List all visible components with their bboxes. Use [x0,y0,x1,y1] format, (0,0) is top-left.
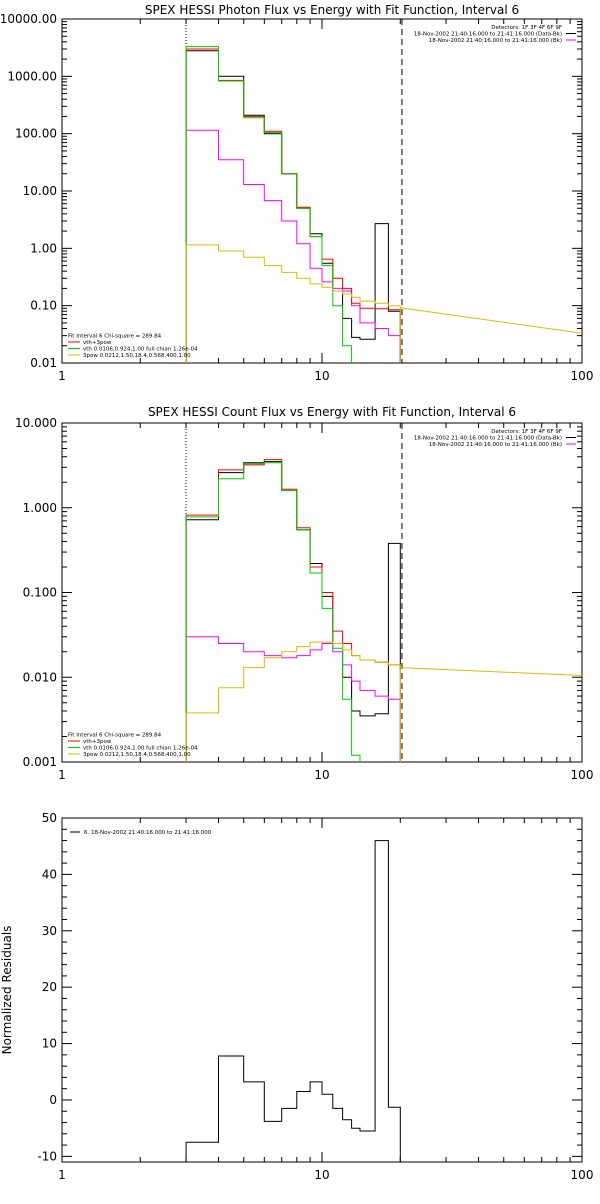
chart-panel-1: SPEX HESSI Photon Flux vs Energy with Fi… [0,3,593,383]
series-group [185,840,401,1162]
total-fit-series [185,48,401,363]
legend-text: vth+3pow [83,340,112,346]
y-tick-label: 0.10 [30,299,57,313]
x-tick-label: 1 [58,1168,66,1182]
power-law-fit-series [185,641,401,762]
y-tick-label: 0.001 [23,755,57,769]
legend-text: Fit Interval 6 Chi-square = 289.84 [68,334,162,340]
legend-text: Detectors: 1F 3F 4F 6F 9F [491,429,562,435]
y-tick-label: 20 [42,980,57,994]
data-minus-background-series [185,840,401,1162]
y-tick-label: 1.00 [30,241,57,255]
x-tick-label: 100 [571,1168,594,1182]
legend-text: 3pow 0.0212,1.50,18.4,0.568,400,1.00 [83,752,191,758]
x-tick-label: 1 [58,768,66,782]
x-tick-label: 100 [571,369,594,383]
y-tick-label: 10.00 [23,184,57,198]
legend-text: 18-Nov-2002 21:40:16.000 to 21:41:16.000… [429,38,562,44]
chart-panel-3: 1 10 100 -10 0 10 20 30 40 50 Normalized Residuals… [0,811,593,1182]
plot-frame [61,817,583,1163]
y-tick-label: 0.100 [23,586,57,600]
y-axis-label: Normalized Residuals [0,926,14,1055]
data-minus-background-series [185,50,401,363]
legend-text: 18-Nov-2002 21:40:16.000 to 21:41:16.000… [414,436,562,442]
y-tick-label: 1.000 [23,501,57,515]
y-tick-label: 0.010 [23,670,57,684]
background-series [185,636,401,762]
thermal-fit-series [185,46,353,363]
legend-text: vth 0.0106,0.924,1.00 full chian 1.26e-0… [83,347,198,353]
x-tick-label: 1 [58,369,66,383]
x-tick-label: 10 [314,369,329,383]
series-group [185,46,582,363]
chart-panel-2: SPEX HESSI Count Flux vs Energy with Fit… [15,405,593,782]
power-law-fit-series-tail [400,667,582,676]
power-law-fit-series [185,244,401,363]
legend-text: 18-Nov-2002 21:40:16.000 to 21:41:16.000… [414,32,562,38]
x-tick-label: 10 [314,768,329,782]
background-series [185,129,401,363]
y-tick-label: 10000.00 [0,12,57,26]
y-tick-label: 0 [49,1093,57,1107]
y-tick-label: 10 [42,1037,57,1051]
y-tick-label: -10 [37,1149,57,1163]
y-tick-label: 0.01 [30,356,57,370]
y-tick-label: 1000.00 [7,69,57,83]
legend-text: vth+3pow [83,739,112,745]
plot-frame [61,18,583,364]
legend-text: Detectors: 1F 3F 4F 6F 9F [491,25,562,31]
chart-title: SPEX HESSI Count Flux vs Energy with Fit… [148,405,516,419]
y-tick-label: 40 [42,867,57,881]
y-tick-label: 10.000 [15,416,57,430]
power-law-fit-series-tail [400,307,582,334]
legend-text: 6. 18-Nov-2002 21:40:16.000 to 21:41:16.… [84,830,212,836]
legend-text: 18-Nov-2002 21:40:16.000 to 21:41:16.000… [429,442,562,448]
x-tick-label: 10 [314,1168,329,1182]
legend-text: 3pow 0.0212,1.50,18.4,0.568,400,1.00 [83,353,191,359]
y-tick-label: 30 [42,924,57,938]
x-tick-label: 100 [571,768,594,782]
y-tick-label: 100.00 [15,127,57,141]
chart-title: SPEX HESSI Photon Flux vs Energy with Fi… [145,3,519,17]
series-group [185,459,582,762]
legend-text: Fit Interval 6 Chi-square = 289.84 [68,733,162,739]
legend-text: vth 0.0106,0.924,1.00 full chian 1.26e-0… [83,746,198,752]
y-tick-label: 50 [42,811,57,825]
thermal-fit-series [185,462,361,762]
